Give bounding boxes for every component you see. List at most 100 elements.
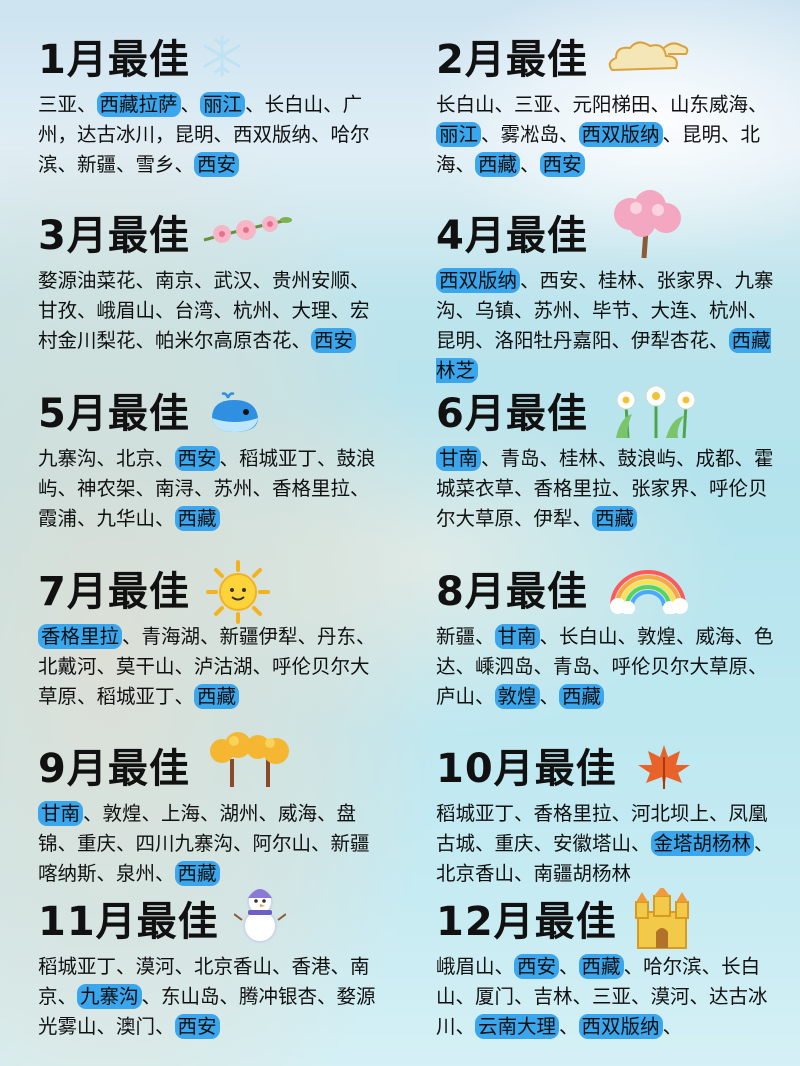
highlighted-destination: 西藏 <box>559 684 605 709</box>
sun-icon <box>206 560 270 635</box>
destination-list: 甘南 、敦煌、上海、湖州、威海、盘锦、重庆、四川九寨沟、阿尔山、新疆喀纳斯、泉州、… <box>38 799 383 889</box>
destination-text: 、青海湖、新疆伊犁、丹东、北戴河、莫干山、泸沽湖、呼伦贝尔大草原、稻城亚丁、 <box>38 625 376 708</box>
highlighted-destination: 九寨沟 <box>77 984 142 1009</box>
month-title-text: 12月最佳 <box>436 899 617 945</box>
highlighted-destination: 西双版纳 <box>578 1014 663 1039</box>
whale-icon <box>206 392 266 447</box>
month-title-text: 1月最佳 <box>38 37 190 83</box>
destination-text: 婺源油菜花、南京、武汉、贵州安顺、甘孜、峨眉山、台湾、杭州、大理、宏村金川梨花、… <box>38 269 370 352</box>
month-section: 11月最佳稻城亚丁、漠河、北京香山、香港、南京、 九寨沟 、东山岛、腾冲银杏、婺源光… <box>38 889 383 1042</box>
destination-list: 甘南 、青岛、桂林、鼓浪屿、成都、霍城菜衣草、香格里拉、张家界、呼伦贝尔大草原、伊… <box>436 444 776 534</box>
snowflake-icon <box>200 34 244 89</box>
month-title-text: 11月最佳 <box>38 899 219 945</box>
destination-list: 稻城亚丁、漠河、北京香山、香港、南京、 九寨沟 、东山岛、腾冲银杏、婺源光雾山、澳门… <box>38 952 383 1042</box>
highlighted-destination: 甘南 <box>436 446 482 471</box>
destination-text: 、长白山、敦煌、威海、色达、嵊泗岛、青岛、呼伦贝尔大草原、庐山、 <box>436 625 774 708</box>
destination-text: 、 <box>662 1015 683 1038</box>
destination-text: 、北京香山、南疆胡杨林 <box>436 832 774 885</box>
destination-list: 新疆、 甘南 、长白山、敦煌、威海、色达、嵊泗岛、青岛、呼伦贝尔大草原、庐山、 敦煌、… <box>436 622 776 712</box>
rainbow-icon <box>606 566 690 625</box>
month-title: 10月最佳 <box>436 745 776 793</box>
month-title-text: 2月最佳 <box>436 37 588 83</box>
highlighted-destination: 金塔胡杨林 <box>650 831 755 856</box>
month-title: 11月最佳 <box>38 889 383 946</box>
highlighted-destination: 香格里拉 <box>38 624 123 649</box>
destination-list: 稻城亚丁、香格里拉、河北坝上、凤凰古城、重庆、安徽塔山、 金塔胡杨林 、北京香山、南… <box>436 799 776 889</box>
destination-text: 峨眉山、 <box>436 955 515 978</box>
highlighted-destination: 西安 <box>194 152 240 177</box>
month-title: 7月最佳 <box>38 560 383 624</box>
destination-text: 、东山岛、腾冲银杏、婺源光雾山、澳门、 <box>38 985 376 1038</box>
destination-list: 长白山、三亚、元阳梯田、山东威海、丽江 、雾凇岛、 西双版纳 、昆明、北海、 西藏、西安 <box>436 90 776 180</box>
destination-text: 长白山、三亚、元阳梯田、山东威海、 <box>436 93 768 116</box>
highlighted-destination: 丽江 <box>200 92 246 117</box>
destination-list: 西双版纳 、西安、桂林、张家界、九寨沟、乌镇、苏州、毕节、大连、杭州、昆明、洛阳牡… <box>436 266 776 386</box>
destination-text: 、 <box>520 153 540 176</box>
snowman-icon <box>233 880 287 957</box>
month-section: 7月最佳 香格里拉 、青海湖、新疆伊犁、丹东、北戴河、莫干山、泸沽湖、呼伦贝尔大草原… <box>38 560 383 712</box>
destination-text: 三亚、 <box>38 93 97 116</box>
highlighted-destination: 西藏 <box>174 506 220 531</box>
month-title-text: 3月最佳 <box>38 213 190 259</box>
month-title: 2月最佳 <box>436 36 776 84</box>
maple-leaf-icon <box>636 743 692 802</box>
highlighted-destination: 西双版纳 <box>436 268 521 293</box>
highlighted-destination: 西安 <box>174 446 220 471</box>
highlighted-destination: 云南大理 <box>475 1014 560 1039</box>
destination-list: 香格里拉 、青海湖、新疆伊犁、丹东、北戴河、莫干山、泸沽湖、呼伦贝尔大草原、稻城亚… <box>38 622 383 712</box>
destination-list: 三亚、 西藏拉萨、丽江 、长白山、广州，达古冰川，昆明、西双版纳、哈尔滨、新疆、雪乡… <box>38 90 383 180</box>
month-section: 12月最佳峨眉山、 西安、西藏 、哈尔滨、长白山、厦门、吉林、三亚、漠河、达古冰川、… <box>436 886 776 1042</box>
destination-text: 、青岛、桂林、鼓浪屿、成都、霍城菜衣草、香格里拉、张家界、呼伦贝尔大草原、伊犁、 <box>436 447 774 530</box>
destination-list: 九寨沟、北京、 西安 、稻城亚丁、鼓浪屿、神农架、南浔、苏州、香格里拉、霞浦、九华山… <box>38 444 383 534</box>
highlighted-destination: 西安 <box>539 152 585 177</box>
castle-icon <box>632 886 692 961</box>
destination-text: 、 <box>180 93 201 116</box>
highlighted-destination: 西藏 <box>174 861 220 886</box>
month-section: 10月最佳稻城亚丁、香格里拉、河北坝上、凤凰古城、重庆、安徽塔山、 金塔胡杨林 、北… <box>436 745 776 889</box>
month-title: 3月最佳 <box>38 212 383 260</box>
month-section: 2月最佳长白山、三亚、元阳梯田、山东威海、丽江 、雾凇岛、 西双版纳 、昆明、北海、西… <box>436 36 776 180</box>
destination-text: 、敦煌、上海、湖州、威海、盘锦、重庆、四川九寨沟、阿尔山、新疆喀纳斯、泉州、 <box>38 802 370 885</box>
highlighted-destination: 西藏 <box>194 684 240 709</box>
month-section: 5月最佳九寨沟、北京、 西安 、稻城亚丁、鼓浪屿、神农架、南浔、苏州、香格里拉、霞浦… <box>38 390 383 534</box>
month-title: 4月最佳 <box>436 190 776 260</box>
destination-list: 婺源油菜花、南京、武汉、贵州安顺、甘孜、峨眉山、台湾、杭州、大理、宏村金川梨花、… <box>38 266 383 356</box>
destination-list: 峨眉山、 西安、西藏 、哈尔滨、长白山、厦门、吉林、三亚、漠河、达古冰川、 云南大理、… <box>436 952 776 1042</box>
month-title-text: 10月最佳 <box>436 746 617 792</box>
month-section: 8月最佳新疆、 甘南 、长白山、敦煌、威海、色达、嵊泗岛、青岛、呼伦贝尔大草原、庐山… <box>436 568 776 712</box>
highlighted-destination: 丽江 <box>436 122 482 147</box>
destination-text: 、长白山、广州，达古冰川，昆明、西双版纳、哈尔滨、新疆、雪乡、 <box>38 93 370 176</box>
highlighted-destination: 西双版纳 <box>578 122 663 147</box>
highlighted-destination: 西安 <box>311 328 357 353</box>
month-title-text: 8月最佳 <box>436 569 588 615</box>
highlighted-destination: 西安 <box>174 1014 220 1039</box>
peach-blossom-icon <box>200 210 292 267</box>
month-title: 8月最佳 <box>436 568 776 616</box>
destination-text: 、雾凇岛、 <box>481 123 579 146</box>
highlighted-destination: 甘南 <box>38 801 84 826</box>
month-title: 12月最佳 <box>436 886 776 949</box>
month-title: 5月最佳 <box>38 390 383 438</box>
month-title-text: 5月最佳 <box>38 391 190 437</box>
month-title-text: 9月最佳 <box>38 746 190 792</box>
destination-text: 、 <box>539 685 560 708</box>
destination-text: 、昆明、北海、 <box>436 123 761 176</box>
destination-text: 、 <box>559 955 579 978</box>
highlighted-destination: 西藏拉萨 <box>96 92 181 117</box>
month-section: 6月最佳 甘南 、青岛、桂林、鼓浪屿、成都、霍城菜衣草、香格里拉、张家界、呼伦贝尔大… <box>436 385 776 534</box>
autumn-trees-icon <box>208 729 292 800</box>
destination-text: 新疆、 <box>436 625 495 648</box>
highlighted-destination: 西藏 <box>578 954 624 979</box>
month-title: 9月最佳 <box>38 732 383 793</box>
destination-text: 、 <box>559 1015 579 1038</box>
highlighted-destination: 西藏 <box>592 506 638 531</box>
cloud-icon <box>602 36 692 91</box>
highlighted-destination: 敦煌 <box>494 684 540 709</box>
month-title: 6月最佳 <box>436 385 776 439</box>
highlighted-destination: 西藏 <box>475 152 521 177</box>
month-section: 9月最佳甘南 、敦煌、上海、湖州、威海、盘锦、重庆、四川九寨沟、阿尔山、新疆喀纳斯… <box>38 732 383 889</box>
cherry-tree-icon <box>606 190 686 271</box>
destination-text: 稻城亚丁、香格里拉、河北坝上、凤凰古城、重庆、安徽塔山、 <box>436 802 768 855</box>
destination-text: 九寨沟、北京、 <box>38 447 175 470</box>
